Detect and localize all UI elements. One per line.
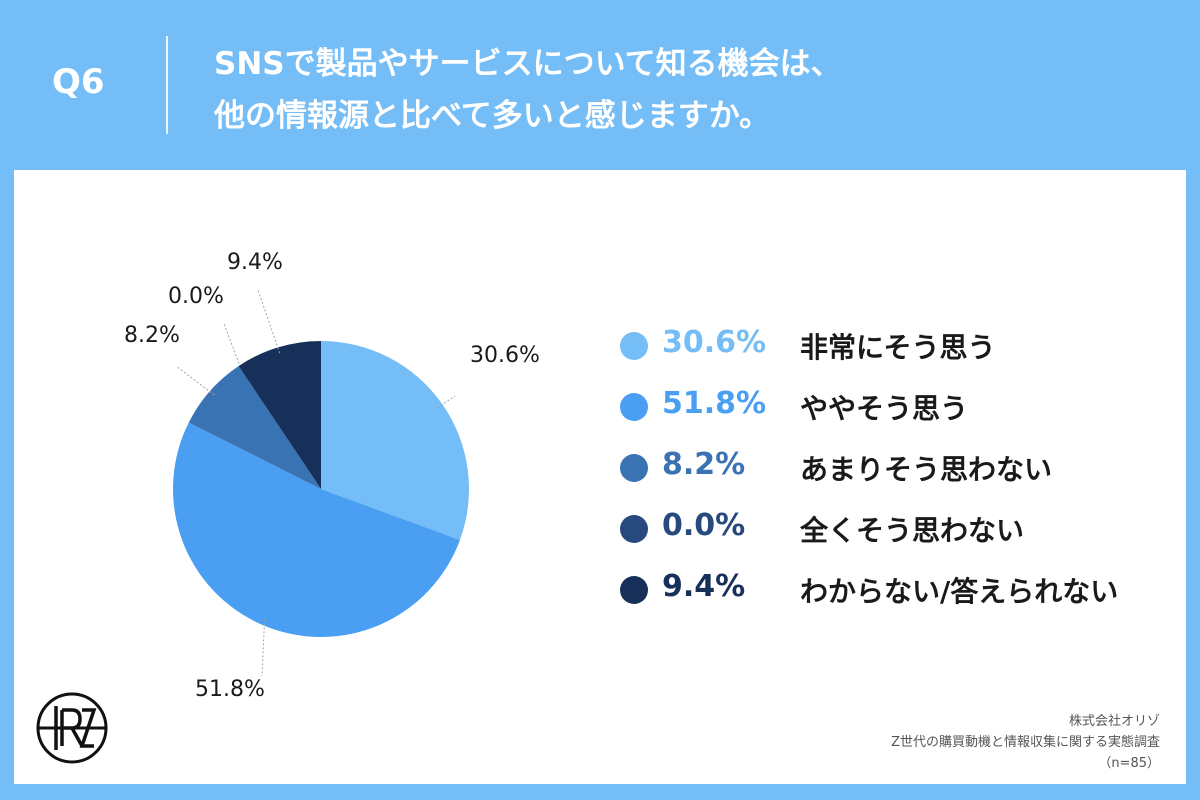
pie-slice-5 bbox=[238, 341, 321, 489]
pie-slice-3 bbox=[188, 366, 321, 489]
legend-label: 全くそう思わない bbox=[800, 514, 1025, 547]
data-label: 8.2% bbox=[124, 323, 180, 348]
leader-line bbox=[175, 365, 215, 396]
question-number: Q6 bbox=[52, 62, 105, 102]
pie-slice-2 bbox=[173, 422, 460, 637]
legend-dot bbox=[620, 454, 648, 482]
question-title-line1: SNSで製品やサービスについて知る機会は、 bbox=[214, 46, 842, 82]
legend-value: 0.0% bbox=[662, 508, 746, 543]
header-divider bbox=[166, 36, 168, 134]
orizo-logo-icon bbox=[34, 690, 110, 770]
question-title: SNSで製品やサービスについて知る機会は、 他の情報源と比べて多いと感じますか。 bbox=[214, 38, 1174, 142]
legend-label: わからない/答えられない bbox=[800, 575, 1119, 608]
legend-value: 30.6% bbox=[662, 325, 767, 360]
legend-dot bbox=[620, 332, 648, 360]
legend-label: ややそう思う bbox=[800, 392, 969, 425]
pie-slice-1 bbox=[321, 341, 470, 541]
legend-dot bbox=[620, 515, 648, 543]
legend-label: あまりそう思わない bbox=[800, 453, 1053, 486]
source-company: 株式会社オリゾ bbox=[1068, 714, 1160, 729]
legend-dot bbox=[620, 576, 648, 604]
leader-line bbox=[257, 289, 281, 354]
legend-label: 非常にそう思う bbox=[800, 331, 996, 364]
data-label: 51.8% bbox=[195, 677, 265, 702]
header: Q6 SNSで製品やサービスについて知る機会は、 他の情報源と比べて多いと感じま… bbox=[0, 0, 1200, 170]
data-label: 0.0% bbox=[168, 284, 224, 309]
leader-line bbox=[261, 619, 266, 677]
leader-line bbox=[437, 395, 456, 409]
data-label: 9.4% bbox=[227, 250, 283, 275]
source-note: 株式会社オリゾ Z世代の購買動機と情報収集に関する実態調査 （n=85） bbox=[891, 711, 1160, 774]
legend-value: 9.4% bbox=[662, 569, 746, 604]
source-sample: （n=85） bbox=[1098, 756, 1160, 771]
legend-dot bbox=[620, 393, 648, 421]
question-title-line2: 他の情報源と比べて多いと感じますか。 bbox=[214, 98, 771, 134]
data-label: 30.6% bbox=[470, 343, 540, 368]
leader-line bbox=[223, 323, 243, 372]
legend-value: 8.2% bbox=[662, 447, 746, 482]
legend-value: 51.8% bbox=[662, 386, 767, 421]
source-survey: Z世代の購買動機と情報収集に関する実態調査 bbox=[891, 735, 1160, 750]
